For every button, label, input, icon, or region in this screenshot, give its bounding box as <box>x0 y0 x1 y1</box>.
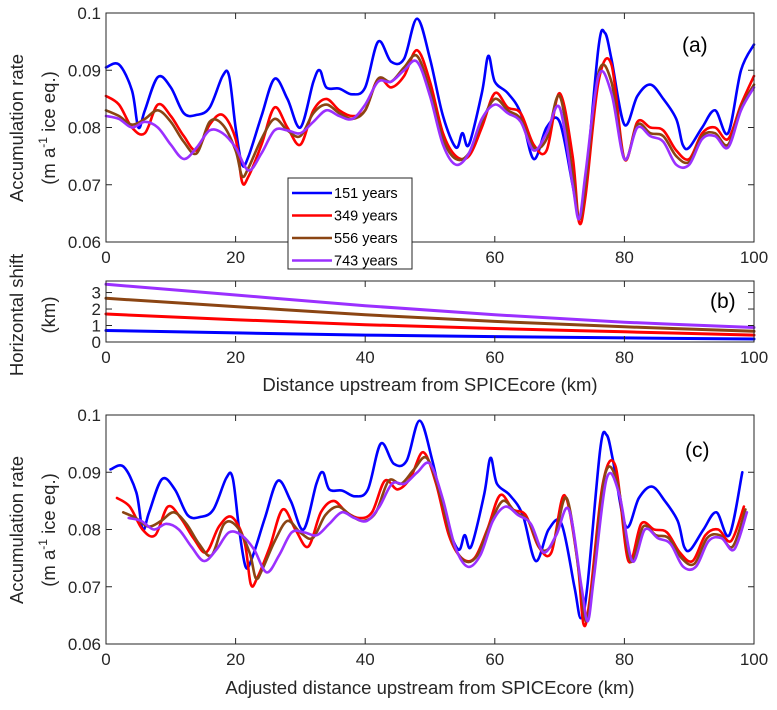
panel-b-lines <box>104 282 756 341</box>
x-tick-label: 20 <box>226 248 245 267</box>
units-superscript: -1 <box>36 539 50 550</box>
y-tick-label: 0 <box>92 333 101 352</box>
legend-entry-label: 151 years <box>334 186 398 202</box>
series-line-349-years <box>115 450 746 628</box>
x-tick-label: 80 <box>615 348 634 367</box>
panel-c-xlabel: Adjusted distance upstream from SPICEcor… <box>225 677 634 698</box>
y-tick-label: 0.07 <box>68 176 101 195</box>
series-line-743-years <box>127 461 749 623</box>
y-tick-label: 0.09 <box>68 61 101 80</box>
x-tick-label: 60 <box>485 348 504 367</box>
legend: 151 years 349 years 556 years 743 years <box>287 177 413 270</box>
panel-c-lines <box>109 419 749 628</box>
x-tick-label: 100 <box>740 248 768 267</box>
legend-entry-label: 349 years <box>334 209 398 225</box>
x-tick-label: 0 <box>101 650 110 669</box>
panel-b-ylabel: Horizontal shift <box>6 254 27 376</box>
series-line-743-years <box>104 282 756 329</box>
units-suffix: ice eq.) <box>38 71 59 137</box>
y-tick-label: 0.06 <box>68 635 101 654</box>
y-tick-label: 3 <box>92 284 101 303</box>
x-tick-label: 40 <box>356 650 375 669</box>
legend-entry-label: 556 years <box>334 231 398 247</box>
units-suffix: ice eq.) <box>38 473 59 539</box>
y-tick-label: 2 <box>92 300 101 319</box>
y-tick-label: 0.08 <box>68 119 101 138</box>
y-tick-label: 0.1 <box>77 4 101 23</box>
units-prefix: (m a <box>38 549 59 587</box>
x-tick-label: 40 <box>356 348 375 367</box>
legend-entry-label: 743 years <box>334 254 398 270</box>
x-tick-label: 20 <box>226 650 245 669</box>
series-line-151-years <box>109 419 744 620</box>
units-prefix: (m a <box>38 147 59 185</box>
panel-a-label: (a) <box>682 34 708 57</box>
x-tick-label: 100 <box>740 650 768 669</box>
panel-a-ylabel-units: (m a-1 ice eq.) <box>36 71 59 184</box>
x-tick-label: 100 <box>740 348 768 367</box>
panel-c: 0 20 40 60 80 100 0.06 0.07 0.08 0.09 0.1 (c) Accu… <box>6 406 768 698</box>
y-tick-label: 0.09 <box>68 463 101 482</box>
panel-c-ticks: 0 20 40 60 80 100 0.06 0.07 0.08 0.09 0.1 <box>68 406 768 669</box>
panel-c-label: (c) <box>685 439 710 462</box>
series-line-151-years <box>104 329 756 341</box>
x-tick-label: 20 <box>226 348 245 367</box>
y-tick-label: 0.06 <box>68 233 101 252</box>
x-tick-label: 80 <box>615 248 634 267</box>
series-line-556-years <box>104 296 756 333</box>
panel-b-label: (b) <box>710 290 736 313</box>
panel-b-axes-box <box>105 280 755 343</box>
x-tick-label: 0 <box>101 348 110 367</box>
panel-a-lines <box>104 17 756 226</box>
panel-a-ylabel: Accumulation rate <box>6 54 27 202</box>
panel-b-ylabel-units: (km) <box>38 297 59 334</box>
units-superscript: -1 <box>36 137 50 148</box>
y-tick-label: 0.1 <box>77 406 101 425</box>
y-tick-label: 0.08 <box>68 521 101 540</box>
x-tick-label: 60 <box>485 650 504 669</box>
x-tick-label: 60 <box>485 248 504 267</box>
y-tick-label: 0.07 <box>68 578 101 597</box>
x-tick-label: 0 <box>101 248 110 267</box>
series-line-556-years <box>104 53 756 221</box>
panel-c-ylabel: Accumulation rate <box>6 456 27 604</box>
series-line-743-years <box>104 59 756 221</box>
series-line-349-years <box>104 48 756 226</box>
x-tick-label: 80 <box>615 650 634 669</box>
y-tick-label: 1 <box>92 317 101 336</box>
panel-b-xlabel: Distance upstream from SPICEcore (km) <box>262 374 597 395</box>
series-line-349-years <box>104 312 756 337</box>
series-line-151-years <box>104 17 756 218</box>
panel-c-ylabel-units: (m a-1 ice eq.) <box>36 473 59 586</box>
